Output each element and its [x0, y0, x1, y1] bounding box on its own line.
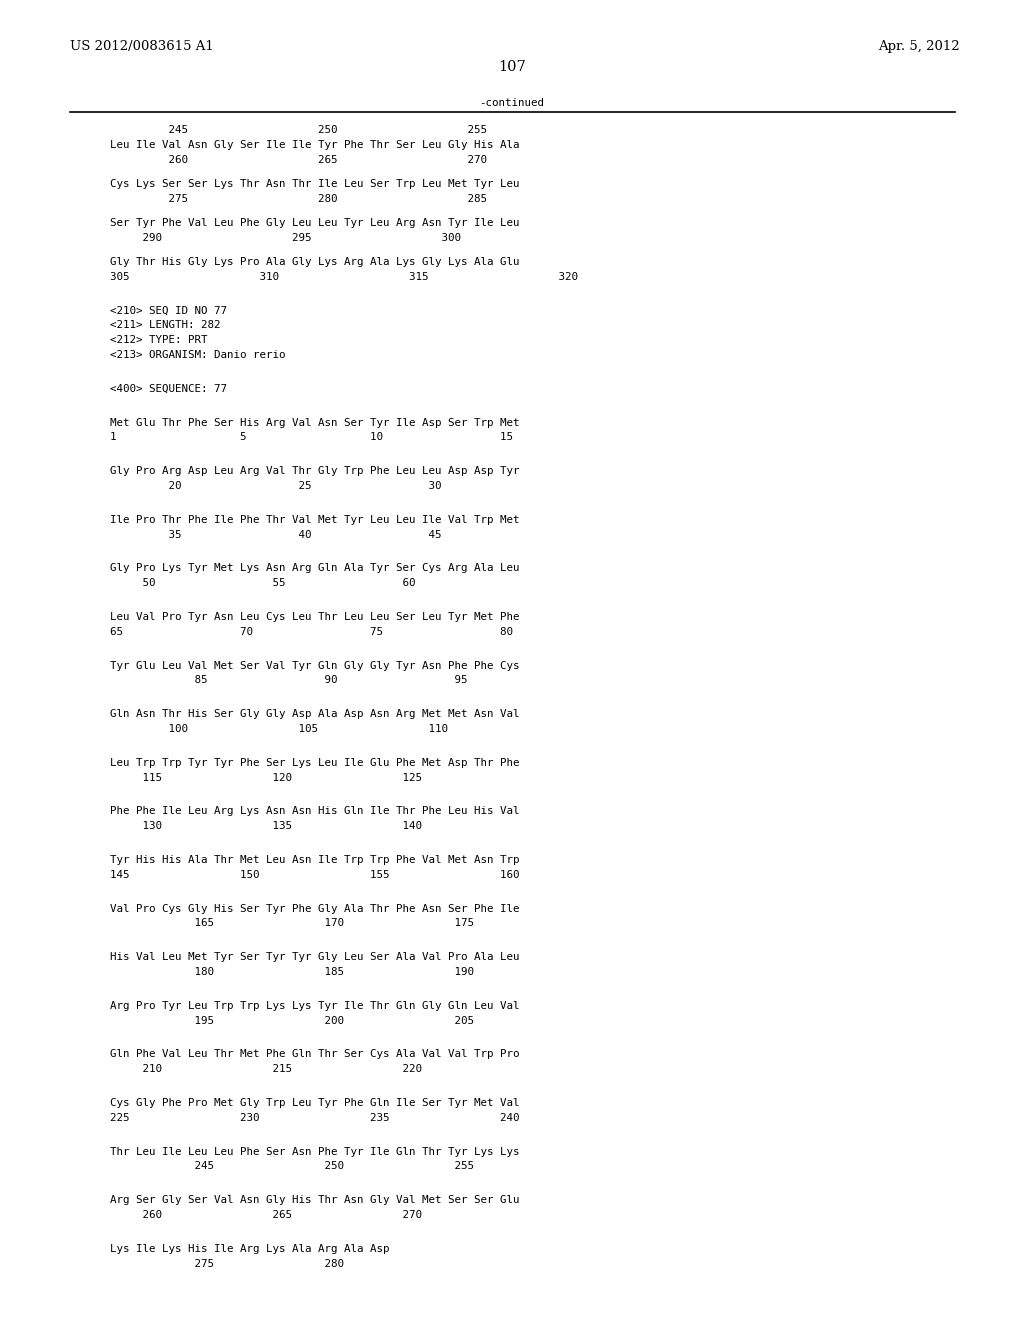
Text: 1                   5                   10                  15: 1 5 10 15 [110, 433, 513, 442]
Text: 130                 135                 140: 130 135 140 [110, 821, 422, 832]
Text: His Val Leu Met Tyr Ser Tyr Tyr Gly Leu Ser Ala Val Pro Ala Leu: His Val Leu Met Tyr Ser Tyr Tyr Gly Leu … [110, 952, 519, 962]
Text: US 2012/0083615 A1: US 2012/0083615 A1 [70, 40, 214, 53]
Text: Gly Pro Arg Asp Leu Arg Val Thr Gly Trp Phe Leu Leu Asp Asp Tyr: Gly Pro Arg Asp Leu Arg Val Thr Gly Trp … [110, 466, 519, 477]
Text: Tyr His His Ala Thr Met Leu Asn Ile Trp Trp Phe Val Met Asn Trp: Tyr His His Ala Thr Met Leu Asn Ile Trp … [110, 855, 519, 865]
Text: Thr Leu Ile Leu Leu Phe Ser Asn Phe Tyr Ile Gln Thr Tyr Lys Lys: Thr Leu Ile Leu Leu Phe Ser Asn Phe Tyr … [110, 1147, 519, 1156]
Text: 165                 170                 175: 165 170 175 [110, 919, 474, 928]
Text: Gln Asn Thr His Ser Gly Gly Asp Ala Asp Asn Arg Met Met Asn Val: Gln Asn Thr His Ser Gly Gly Asp Ala Asp … [110, 709, 519, 719]
Text: Phe Phe Ile Leu Arg Lys Asn Asn His Gln Ile Thr Phe Leu His Val: Phe Phe Ile Leu Arg Lys Asn Asn His Gln … [110, 807, 519, 817]
Text: 115                 120                 125: 115 120 125 [110, 772, 422, 783]
Text: 245                    250                    255: 245 250 255 [110, 125, 487, 135]
Text: Cys Gly Phe Pro Met Gly Trp Leu Tyr Phe Gln Ile Ser Tyr Met Val: Cys Gly Phe Pro Met Gly Trp Leu Tyr Phe … [110, 1098, 519, 1107]
Text: Arg Ser Gly Ser Val Asn Gly His Thr Asn Gly Val Met Ser Ser Glu: Arg Ser Gly Ser Val Asn Gly His Thr Asn … [110, 1196, 519, 1205]
Text: 210                 215                 220: 210 215 220 [110, 1064, 422, 1074]
Text: 50                  55                  60: 50 55 60 [110, 578, 416, 589]
Text: <210> SEQ ID NO 77: <210> SEQ ID NO 77 [110, 306, 227, 315]
Text: 35                  40                  45: 35 40 45 [110, 529, 441, 540]
Text: 260                 265                 270: 260 265 270 [110, 1210, 422, 1220]
Text: 107: 107 [498, 59, 526, 74]
Text: 275                 280: 275 280 [110, 1259, 344, 1269]
Text: Leu Trp Trp Tyr Tyr Phe Ser Lys Leu Ile Glu Phe Met Asp Thr Phe: Leu Trp Trp Tyr Tyr Phe Ser Lys Leu Ile … [110, 758, 519, 768]
Text: Ser Tyr Phe Val Leu Phe Gly Leu Leu Tyr Leu Arg Asn Tyr Ile Leu: Ser Tyr Phe Val Leu Phe Gly Leu Leu Tyr … [110, 218, 519, 228]
Text: Ile Pro Thr Phe Ile Phe Thr Val Met Tyr Leu Leu Ile Val Trp Met: Ile Pro Thr Phe Ile Phe Thr Val Met Tyr … [110, 515, 519, 525]
Text: Apr. 5, 2012: Apr. 5, 2012 [879, 40, 961, 53]
Text: Arg Pro Tyr Leu Trp Trp Lys Lys Tyr Ile Thr Gln Gly Gln Leu Val: Arg Pro Tyr Leu Trp Trp Lys Lys Tyr Ile … [110, 1001, 519, 1011]
Text: 275                    280                    285: 275 280 285 [110, 194, 487, 203]
Text: -continued: -continued [479, 98, 545, 108]
Text: 85                  90                  95: 85 90 95 [110, 676, 468, 685]
Text: <211> LENGTH: 282: <211> LENGTH: 282 [110, 321, 220, 330]
Text: Gln Phe Val Leu Thr Met Phe Gln Thr Ser Cys Ala Val Val Trp Pro: Gln Phe Val Leu Thr Met Phe Gln Thr Ser … [110, 1049, 519, 1060]
Text: <213> ORGANISM: Danio rerio: <213> ORGANISM: Danio rerio [110, 350, 286, 360]
Text: 225                 230                 235                 240: 225 230 235 240 [110, 1113, 519, 1123]
Text: <400> SEQUENCE: 77: <400> SEQUENCE: 77 [110, 384, 227, 393]
Text: Tyr Glu Leu Val Met Ser Val Tyr Gln Gly Gly Tyr Asn Phe Phe Cys: Tyr Glu Leu Val Met Ser Val Tyr Gln Gly … [110, 661, 519, 671]
Text: 195                 200                 205: 195 200 205 [110, 1015, 474, 1026]
Text: Val Pro Cys Gly His Ser Tyr Phe Gly Ala Thr Phe Asn Ser Phe Ile: Val Pro Cys Gly His Ser Tyr Phe Gly Ala … [110, 904, 519, 913]
Text: 20                  25                  30: 20 25 30 [110, 480, 441, 491]
Text: 100                 105                 110: 100 105 110 [110, 725, 449, 734]
Text: Gly Thr His Gly Lys Pro Ala Gly Lys Arg Ala Lys Gly Lys Ala Glu: Gly Thr His Gly Lys Pro Ala Gly Lys Arg … [110, 257, 519, 267]
Text: 305                    310                    315                    320: 305 310 315 320 [110, 272, 578, 282]
Text: Cys Lys Ser Ser Lys Thr Asn Thr Ile Leu Ser Trp Leu Met Tyr Leu: Cys Lys Ser Ser Lys Thr Asn Thr Ile Leu … [110, 180, 519, 189]
Text: Leu Ile Val Asn Gly Ser Ile Ile Tyr Phe Thr Ser Leu Gly His Ala: Leu Ile Val Asn Gly Ser Ile Ile Tyr Phe … [110, 140, 519, 149]
Text: 245                 250                 255: 245 250 255 [110, 1162, 474, 1171]
Text: Met Glu Thr Phe Ser His Arg Val Asn Ser Tyr Ile Asp Ser Trp Met: Met Glu Thr Phe Ser His Arg Val Asn Ser … [110, 417, 519, 428]
Text: Lys Ile Lys His Ile Arg Lys Ala Arg Ala Asp: Lys Ile Lys His Ile Arg Lys Ala Arg Ala … [110, 1243, 389, 1254]
Text: 65                  70                  75                  80: 65 70 75 80 [110, 627, 513, 636]
Text: 180                 185                 190: 180 185 190 [110, 968, 474, 977]
Text: 260                    265                    270: 260 265 270 [110, 154, 487, 165]
Text: <212> TYPE: PRT: <212> TYPE: PRT [110, 335, 208, 346]
Text: 145                 150                 155                 160: 145 150 155 160 [110, 870, 519, 880]
Text: 290                    295                    300: 290 295 300 [110, 232, 461, 243]
Text: Gly Pro Lys Tyr Met Lys Asn Arg Gln Ala Tyr Ser Cys Arg Ala Leu: Gly Pro Lys Tyr Met Lys Asn Arg Gln Ala … [110, 564, 519, 573]
Text: Leu Val Pro Tyr Asn Leu Cys Leu Thr Leu Leu Ser Leu Tyr Met Phe: Leu Val Pro Tyr Asn Leu Cys Leu Thr Leu … [110, 612, 519, 622]
